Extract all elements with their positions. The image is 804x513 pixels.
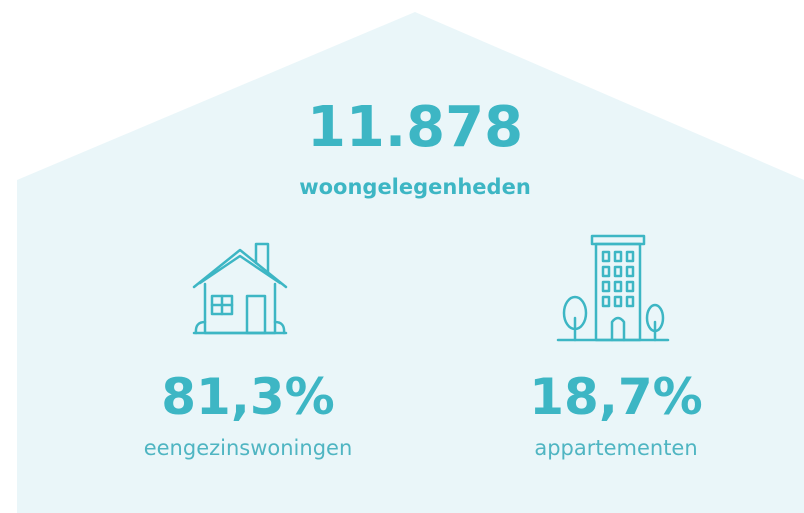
- apartment-icon: [556, 234, 670, 342]
- house-background: [17, 12, 804, 513]
- item-label: appartementen: [534, 436, 697, 460]
- item-value: 81,3%: [161, 368, 334, 426]
- item-value: 18,7%: [529, 368, 702, 426]
- house-icon: [192, 242, 288, 335]
- headline-label: woongelegenheden: [299, 175, 531, 199]
- headline-value: 11.878: [307, 95, 523, 160]
- windows: [601, 250, 635, 308]
- item-label: eengezinswoningen: [144, 436, 353, 460]
